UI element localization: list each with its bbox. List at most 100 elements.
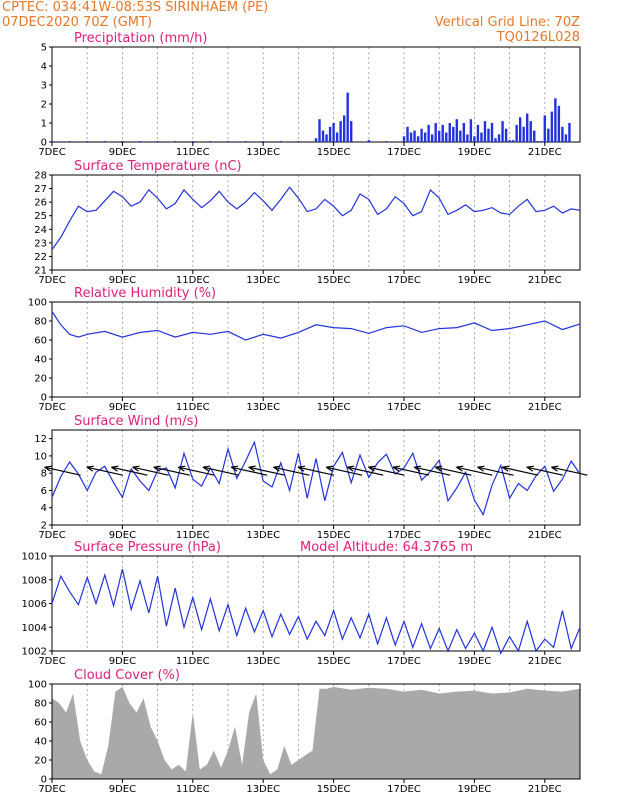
y-tick-label: 60 (34, 336, 47, 347)
precip-bar (339, 121, 342, 142)
wind-arrow-head (86, 465, 94, 472)
wind-arrow-head (551, 465, 559, 472)
wind-arrow-shaft (392, 466, 430, 476)
y-tick-label: 1004 (22, 623, 47, 634)
precip-bar (469, 119, 473, 142)
wind-arrow-head (392, 465, 401, 472)
precip-bar (332, 123, 335, 142)
x-tick-label: 11DEC (176, 656, 210, 667)
wind-arrow-shaft (297, 466, 335, 476)
precip-bar (367, 140, 370, 142)
x-tick-label: 13DEC (246, 530, 280, 541)
x-tick-label: 17DEC (387, 275, 421, 286)
precip-bar (480, 132, 483, 142)
panel-title-pressure: Surface Pressure (hPa) (74, 540, 221, 555)
y-tick-label: 6 (41, 486, 47, 497)
x-tick-label: 9DEC (109, 656, 136, 667)
precip-bar (209, 141, 212, 142)
wind-arrow-shaft (273, 466, 310, 476)
precip-bar (50, 141, 54, 142)
precip-bar (420, 128, 423, 142)
wind-arrow-head (368, 465, 376, 472)
wind-arrow-shaft (347, 466, 384, 476)
precip-bar (564, 134, 568, 142)
precip-bar (262, 141, 265, 142)
wind-arrow (434, 465, 472, 476)
x-tick-label: 9DEC (109, 275, 136, 286)
wind-arrow-head (230, 465, 239, 472)
x-tick-label: 13DEC (246, 402, 280, 413)
wind-arrow-head (526, 465, 534, 472)
x-tick-label: 11DEC (176, 530, 210, 541)
wind-arrow-shaft (202, 466, 240, 476)
panel-title-cloud: Cloud Cover (%) (74, 668, 180, 683)
x-tick-label: 15DEC (317, 784, 351, 795)
header-grid-note: Vertical Grid Line: 70Z (435, 15, 580, 30)
precip-bar (121, 141, 124, 142)
x-tick-label: 21DEC (528, 530, 562, 541)
y-tick-label: 1002 (22, 647, 47, 658)
precip-bar (490, 123, 494, 142)
wind-arrow-head (248, 465, 256, 472)
precip-bar (501, 121, 504, 142)
precip-bar (430, 134, 434, 142)
wind-arrow-shaft (248, 466, 285, 476)
x-tick-label: 11DEC (176, 402, 210, 413)
precip-bar (279, 141, 282, 142)
y-tick-label: 1006 (22, 599, 47, 610)
panel-pressure: 1002 1004 1006 1008 1010 7DEC 9DEC 11DEC 13DEC 15… (22, 540, 581, 667)
x-tick-label: 17DEC (387, 784, 421, 795)
y-tick-label: 8 (41, 469, 47, 480)
wind-arrow-head (456, 465, 464, 472)
precip-bar (402, 136, 406, 142)
x-tick-label: 13DEC (246, 656, 280, 667)
wind-arrow-head (297, 465, 306, 472)
wind-arrow-head (44, 465, 52, 472)
x-tick-label: 19DEC (458, 784, 492, 795)
y-tick-label: 4 (41, 62, 47, 73)
panel-title-temp: Surface Temperature (nC) (74, 159, 242, 174)
wind-arrow-head (413, 465, 422, 472)
precip-bar (476, 124, 480, 142)
y-tick-label: 40 (34, 737, 47, 748)
wind-arrow-head (273, 465, 281, 472)
precip-bar (445, 132, 448, 142)
y-tick-label: 80 (34, 317, 47, 328)
wind-arrow (153, 465, 190, 476)
y-tick-label: 20 (34, 756, 47, 767)
x-tick-label: 11DEC (176, 784, 210, 795)
wind-arrow-shaft (178, 466, 215, 476)
x-tick-label: 13DEC (246, 784, 280, 795)
x-tick-label: 13DEC (246, 147, 280, 158)
precip-bar (487, 128, 490, 142)
precip-bar (494, 138, 497, 142)
precip-bar (561, 126, 564, 142)
wind-arrow-shaft (551, 466, 588, 476)
wind-arrow (413, 465, 451, 476)
wind-arrow (202, 465, 240, 476)
panel-precip: 0 1 2 3 4 5 7DEC 9DEC 11DEC 13DEC 15DEC 17DEC 19DEC 2… (38, 31, 581, 158)
x-tick-label: 15DEC (317, 530, 351, 541)
x-tick-label: 19DEC (458, 530, 492, 541)
precip-bar (191, 141, 194, 142)
plot-frame (51, 46, 581, 143)
precip-bar (448, 123, 451, 142)
x-tick-label: 9DEC (109, 784, 136, 795)
wind-arrow (501, 465, 539, 476)
wind-arrow-shaft (326, 466, 363, 476)
wind-arrow (177, 465, 215, 476)
wind-arrow (477, 465, 514, 476)
wind-arrow-shaft (368, 466, 405, 476)
y-tick-label: 12 (34, 434, 47, 445)
wind-arrow (551, 465, 588, 476)
wind-arrow-head (325, 465, 334, 472)
wind-arrow-shaft (44, 466, 81, 476)
wind-arrow-head (501, 465, 510, 472)
precip-bar (529, 121, 532, 142)
precip-bar (434, 123, 437, 142)
precip-bar (438, 130, 441, 142)
plot-frame (51, 174, 581, 271)
precip-bar (441, 124, 444, 142)
x-tick-label: 11DEC (176, 147, 210, 158)
precip-bar (174, 141, 177, 142)
